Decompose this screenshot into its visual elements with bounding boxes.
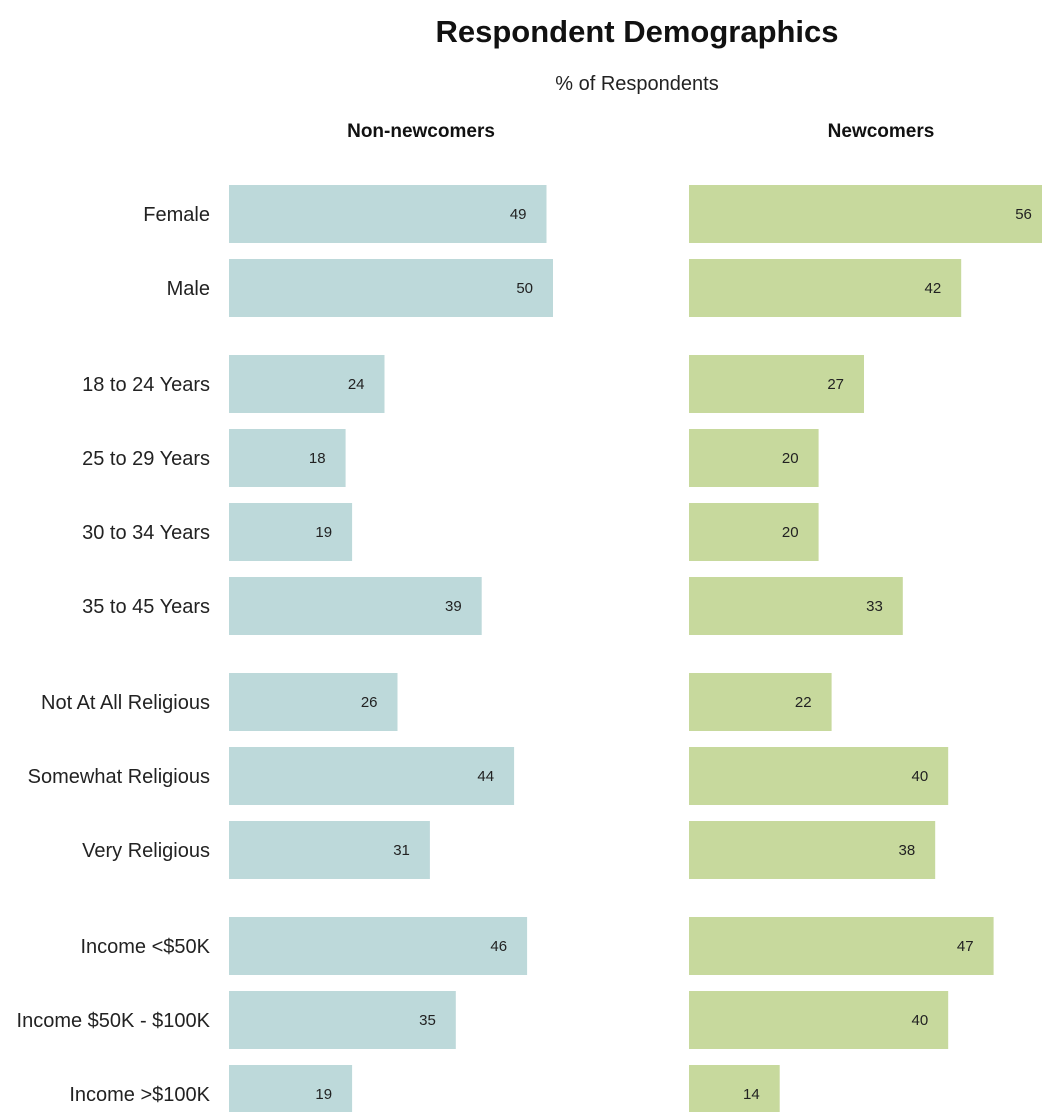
category-label-income-100k: Income >$100K [69, 1084, 210, 1106]
category-label-18-to-24-years: 18 to 24 Years [82, 374, 210, 396]
value-label-non-newcomers-income-100k: 19 [315, 1086, 332, 1103]
bar-non-newcomers-income-50k [229, 917, 528, 975]
category-label-35-to-45-years: 35 to 45 Years [82, 596, 210, 618]
value-label-non-newcomers-female: 49 [510, 206, 527, 223]
bar-non-newcomers-female [229, 185, 547, 243]
bar-newcomers-income-50k-100k [689, 991, 949, 1049]
bar-non-newcomers-not-at-all-religious [229, 673, 398, 731]
value-label-non-newcomers-35-to-45-years: 39 [445, 598, 462, 615]
panel-title-newcomers: Newcomers [828, 121, 935, 142]
bar-non-newcomers-male [229, 259, 553, 317]
panel-non-newcomers: 49 50 24 18 19 39 26 44 31 46 35 19 [229, 185, 553, 1112]
bar-non-newcomers-income-50k-100k [229, 991, 456, 1049]
value-label-non-newcomers-somewhat-religious: 44 [477, 768, 494, 785]
value-label-non-newcomers-30-to-34-years: 19 [315, 524, 332, 541]
value-label-non-newcomers-income-50k-100k: 35 [419, 1012, 436, 1029]
bar-newcomers-male [689, 259, 962, 317]
value-label-newcomers-income-50k: 47 [957, 938, 974, 955]
bar-newcomers-female [689, 185, 1042, 243]
bar-non-newcomers-very-religious [229, 821, 430, 879]
category-label-25-to-29-years: 25 to 29 Years [82, 448, 210, 470]
bar-non-newcomers-18-to-24-years [229, 355, 385, 413]
bar-non-newcomers-somewhat-religious [229, 747, 515, 805]
value-label-newcomers-not-at-all-religious: 22 [795, 694, 812, 711]
bar-newcomers-30-to-34-years [689, 503, 819, 561]
value-label-non-newcomers-25-to-29-years: 18 [309, 450, 326, 467]
value-label-newcomers-35-to-45-years: 33 [866, 598, 883, 615]
bar-non-newcomers-25-to-29-years [229, 429, 346, 487]
bar-newcomers-not-at-all-religious [689, 673, 832, 731]
value-label-newcomers-female: 56 [1015, 206, 1032, 223]
value-label-non-newcomers-18-to-24-years: 24 [348, 376, 365, 393]
bar-newcomers-somewhat-religious [689, 747, 949, 805]
bar-newcomers-25-to-29-years [689, 429, 819, 487]
value-label-non-newcomers-very-religious: 31 [393, 842, 410, 859]
panel-title-non-newcomers: Non-newcomers [347, 121, 495, 142]
category-label-income-50k-100k: Income $50K - $100K [17, 1010, 211, 1032]
bar-non-newcomers-income-100k [229, 1065, 353, 1112]
value-label-newcomers-25-to-29-years: 20 [782, 450, 799, 467]
value-label-newcomers-male: 42 [925, 280, 942, 297]
bar-newcomers-very-religious [689, 821, 936, 879]
bar-newcomers-income-50k [689, 917, 994, 975]
panel-newcomers: 56 42 27 20 20 33 22 40 38 47 40 14 [689, 185, 1042, 1112]
category-label-30-to-34-years: 30 to 34 Years [82, 522, 210, 544]
value-label-newcomers-30-to-34-years: 20 [782, 524, 799, 541]
category-label-income-50k: Income <$50K [80, 936, 210, 958]
bar-newcomers-income-100k [689, 1065, 780, 1112]
value-label-non-newcomers-not-at-all-religious: 26 [361, 694, 378, 711]
category-label-somewhat-religious: Somewhat Religious [28, 766, 210, 788]
value-label-newcomers-18-to-24-years: 27 [827, 376, 844, 393]
bar-newcomers-18-to-24-years [689, 355, 864, 413]
category-label-very-religious: Very Religious [82, 840, 210, 862]
value-label-newcomers-somewhat-religious: 40 [912, 768, 929, 785]
value-label-newcomers-income-50k-100k: 40 [912, 1012, 929, 1029]
value-label-newcomers-income-100k: 14 [743, 1086, 760, 1103]
value-label-non-newcomers-male: 50 [516, 280, 533, 297]
value-label-non-newcomers-income-50k: 46 [490, 938, 507, 955]
chart-subtitle: % of Respondents [555, 73, 718, 95]
bar-newcomers-35-to-45-years [689, 577, 903, 635]
value-label-newcomers-very-religious: 38 [899, 842, 916, 859]
category-labels: Female Male 18 to 24 Years 25 to 29 Years 30… [17, 204, 211, 1106]
chart-title: Respondent Demographics [435, 14, 838, 49]
category-label-female: Female [143, 204, 210, 226]
bar-non-newcomers-30-to-34-years [229, 503, 353, 561]
bar-non-newcomers-35-to-45-years [229, 577, 482, 635]
category-label-male: Male [167, 278, 210, 300]
category-label-not-at-all-religious: Not At All Religious [41, 692, 210, 714]
